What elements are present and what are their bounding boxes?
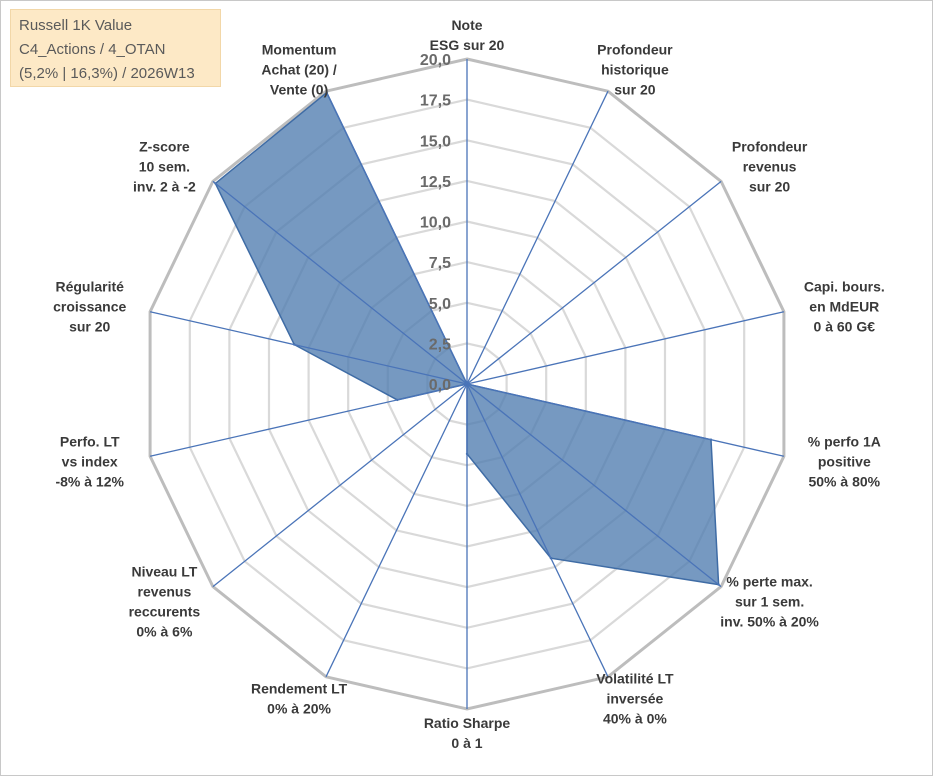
axis-label-12: Z-score 10 sem. inv. 2 à -2 bbox=[133, 138, 196, 194]
axis-label-4: % perfo 1A positive 50% à 80% bbox=[808, 434, 881, 490]
axis-label-8-line-1: 0% à 20% bbox=[267, 700, 331, 716]
axis-label-11-line-1: croissance bbox=[53, 298, 126, 314]
axis-label-12-line-1: 10 sem. bbox=[139, 158, 190, 174]
axis-label-11-line-2: sur 20 bbox=[69, 318, 110, 334]
axis-label-9-line-3: 0% à 6% bbox=[136, 624, 193, 640]
axis-label-12-line-2: inv. 2 à -2 bbox=[133, 178, 196, 194]
spoke-10 bbox=[149, 383, 468, 457]
axis-label-7-line-0: Ratio Sharpe bbox=[424, 715, 511, 731]
tick-label-4: 10,0 bbox=[420, 215, 451, 232]
axis-label-1-line-1: historique bbox=[601, 62, 669, 78]
tick-label-8: 20,0 bbox=[420, 52, 451, 69]
spoke-4 bbox=[466, 383, 785, 457]
spoke-13 bbox=[325, 90, 468, 385]
spoke-2 bbox=[466, 180, 722, 385]
axis-label-10-line-0: Perfo. LT bbox=[60, 434, 120, 450]
axis-label-6: Volatilité LT inversée 40% à 0% bbox=[596, 670, 674, 726]
axis-label-1: Profondeur historique sur 20 bbox=[597, 42, 673, 98]
axis-label-7: Ratio Sharpe 0 à 1 bbox=[424, 715, 511, 751]
tick-label-2: 5,0 bbox=[429, 296, 451, 313]
axis-label-6-line-0: Volatilité LT bbox=[596, 670, 674, 686]
tick-label-1: 2,5 bbox=[429, 336, 451, 353]
axis-label-5-line-1: sur 1 sem. bbox=[735, 594, 804, 610]
axis-label-9-line-2: reccurents bbox=[129, 604, 201, 620]
axis-label-8-line-0: Rendement LT bbox=[251, 680, 348, 696]
axis-label-3-line-0: Capi. bours. bbox=[804, 278, 885, 294]
spoke-8 bbox=[325, 383, 468, 678]
axis-label-2-line-1: revenus bbox=[743, 158, 797, 174]
axis-label-13-line-1: Achat (20) / bbox=[261, 62, 337, 78]
spoke-1 bbox=[466, 90, 609, 385]
tick-label-3: 7,5 bbox=[429, 255, 451, 272]
axis-label-10-line-1: vs index bbox=[62, 454, 118, 470]
axis-label-4-line-0: % perfo 1A bbox=[808, 434, 881, 450]
tick-label-6: 15,0 bbox=[420, 133, 451, 150]
tick-label-7: 17,5 bbox=[420, 93, 451, 110]
axis-label-5-line-0: % perte max. bbox=[726, 574, 812, 590]
axis-label-9-line-0: Niveau LT bbox=[131, 564, 197, 580]
radar-spokes bbox=[149, 59, 785, 709]
axis-label-11: Régularité croissance sur 20 bbox=[53, 278, 126, 334]
tick-label-0: 0,0 bbox=[429, 377, 451, 394]
axis-label-10: Perfo. LT vs index -8% à 12% bbox=[55, 434, 124, 490]
axis-label-13: Momentum Achat (20) / Vente (0) bbox=[261, 42, 337, 98]
axis-label-1-line-0: Profondeur bbox=[597, 42, 673, 58]
axis-label-4-line-1: positive bbox=[818, 454, 871, 470]
axis-label-6-line-2: 40% à 0% bbox=[603, 710, 667, 726]
spoke-12 bbox=[212, 180, 468, 385]
spoke-9 bbox=[212, 383, 468, 588]
info-box-line-3: (5,2% | 16,3%) / 2026W13 bbox=[19, 65, 195, 82]
axis-label-0-line-0: Note bbox=[451, 17, 482, 33]
axis-label-8: Rendement LT 0% à 20% bbox=[251, 680, 348, 716]
axis-label-9: Niveau LT revenus reccurents 0% à 6% bbox=[129, 564, 201, 640]
axis-label-5: % perte max. sur 1 sem. inv. 50% à 20% bbox=[720, 574, 819, 630]
axis-label-2-line-0: Profondeur bbox=[732, 138, 808, 154]
axis-label-3: Capi. bours. en MdEUR 0 à 60 G€ bbox=[804, 278, 885, 334]
axis-label-2: Profondeur revenus sur 20 bbox=[732, 138, 808, 194]
axis-label-10-line-2: -8% à 12% bbox=[55, 474, 124, 490]
axis-label-0-line-1: ESG sur 20 bbox=[430, 37, 505, 53]
axis-label-4-line-2: 50% à 80% bbox=[808, 474, 880, 490]
info-box-line-1: Russell 1K Value bbox=[19, 17, 133, 34]
axis-label-9-line-1: revenus bbox=[138, 584, 192, 600]
info-box: Russell 1K Value C4_Actions / 4_OTAN (5,… bbox=[10, 9, 221, 87]
spoke-11 bbox=[149, 311, 468, 385]
axis-label-11-line-0: Régularité bbox=[55, 278, 124, 294]
axis-label-13-line-0: Momentum bbox=[262, 42, 337, 58]
axis-label-13-line-2: Vente (0) bbox=[270, 82, 328, 98]
axis-label-2-line-2: sur 20 bbox=[749, 178, 790, 194]
axis-labels: Note ESG sur 20 Profondeur historique sur 20… bbox=[53, 17, 885, 751]
axis-label-12-line-0: Z-score bbox=[139, 138, 190, 154]
axis-label-1-line-2: sur 20 bbox=[614, 82, 655, 98]
axis-label-5-line-2: inv. 50% à 20% bbox=[720, 614, 819, 630]
spoke-3 bbox=[466, 311, 785, 385]
spoke-5 bbox=[466, 383, 722, 588]
tick-label-5: 12,5 bbox=[420, 174, 451, 191]
radial-tick-labels: 0,0 2,5 5,0 7,5 10,0 12,5 15,0 17,5 20,0 bbox=[420, 52, 451, 394]
axis-label-6-line-1: inversée bbox=[606, 690, 663, 706]
spoke-6 bbox=[466, 383, 609, 678]
axis-label-3-line-1: en MdEUR bbox=[809, 298, 879, 314]
axis-label-3-line-2: 0 à 60 G€ bbox=[814, 318, 876, 334]
axis-label-7-line-1: 0 à 1 bbox=[451, 735, 482, 751]
axis-label-0: Note ESG sur 20 bbox=[430, 17, 505, 53]
info-box-line-2: C4_Actions / 4_OTAN bbox=[19, 41, 166, 58]
